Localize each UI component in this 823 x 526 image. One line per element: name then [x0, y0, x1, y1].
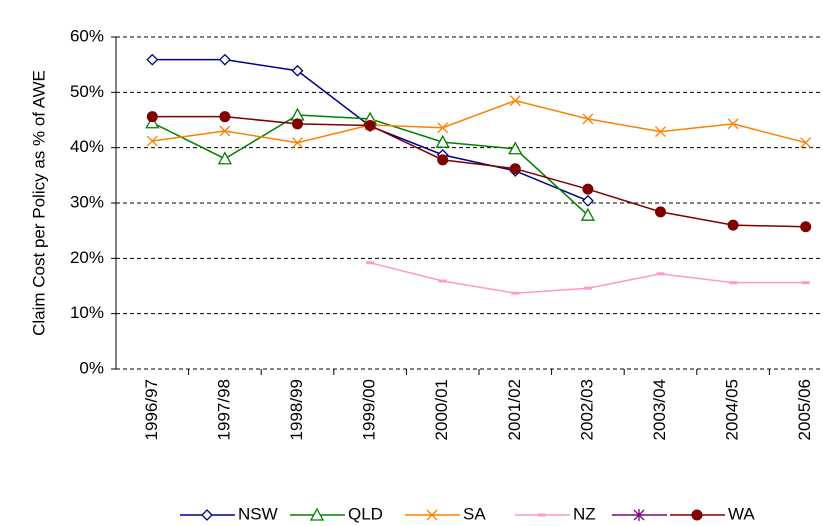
y-tick-label: 30%: [70, 192, 104, 211]
data-point: [146, 111, 158, 123]
data-point: [435, 134, 450, 148]
y-tick-label: 20%: [70, 248, 104, 267]
y-tick-label: 0%: [79, 358, 104, 377]
data-point: [217, 151, 232, 165]
marker-shape: [727, 219, 739, 231]
marker-shape: [146, 111, 158, 123]
marker-shape: [145, 115, 160, 129]
x-tick-label: 1996/97: [142, 379, 161, 440]
data-point: [219, 125, 231, 137]
data-point: [727, 118, 739, 130]
data-point: [292, 118, 303, 130]
y-tick-label: 10%: [70, 303, 104, 322]
data-point: [364, 120, 376, 132]
data-point: [291, 64, 304, 77]
marker-shape: [655, 206, 666, 218]
data-point: [146, 53, 159, 66]
data-point: [219, 111, 231, 123]
marker-shape: [292, 137, 303, 149]
data-point: [727, 219, 739, 231]
data-point: [655, 126, 666, 138]
legend-marker: [633, 509, 645, 521]
legend-marker: [309, 507, 325, 521]
y-tick-label: 50%: [70, 82, 104, 101]
marker-shape: [800, 137, 812, 149]
data-point: [655, 206, 666, 218]
x-tick-label: 2002/03: [577, 379, 596, 440]
data-point: [800, 221, 812, 233]
marker-shape: [426, 509, 438, 521]
data-point: [580, 207, 595, 221]
marker-shape: [437, 154, 449, 166]
data-point: [509, 95, 521, 107]
data-point: [218, 53, 231, 66]
marker-shape: [581, 194, 594, 207]
data-point: [582, 113, 594, 125]
data-point: [437, 122, 449, 134]
data-point: [581, 194, 594, 207]
series-line: [152, 99, 806, 144]
marker-shape: [727, 118, 739, 130]
marker-shape: [146, 53, 159, 66]
x-tick-label: 2000/01: [432, 379, 451, 440]
marker-shape: [364, 120, 376, 132]
legend-label: NSW: [238, 504, 278, 523]
marker-shape: [435, 134, 450, 148]
x-tick-label: 1999/00: [360, 379, 379, 440]
legend-marker: [426, 509, 438, 521]
series-line: [152, 115, 806, 228]
marker-shape: [633, 509, 645, 521]
marker-shape: [509, 95, 521, 107]
legend-marker: [201, 509, 213, 521]
legend-label: WA: [728, 504, 755, 523]
data-point: [437, 154, 449, 166]
marker-shape: [201, 509, 213, 521]
data-point: [582, 183, 594, 195]
marker-shape: [218, 53, 231, 66]
x-tick-label: 1997/98: [214, 379, 233, 440]
marker-shape: [217, 151, 232, 165]
marker-shape: [580, 207, 595, 221]
data-point: [292, 137, 303, 149]
marker-shape: [291, 64, 304, 77]
marker-shape: [219, 125, 231, 137]
marker-shape: [292, 118, 303, 130]
marker-shape: [219, 111, 231, 123]
legend-label: NZ: [573, 504, 596, 523]
y-tick-label: 40%: [70, 137, 104, 156]
marker-shape: [582, 113, 594, 125]
x-tick-label: 2001/02: [505, 379, 524, 440]
data-point: [508, 141, 523, 155]
data-point: [146, 135, 158, 147]
data-point: [509, 163, 521, 175]
marker-shape: [437, 122, 449, 134]
x-tick-label: 2005/06: [795, 379, 814, 440]
marker-shape: [509, 163, 521, 175]
x-tick-label: 1998/99: [287, 379, 306, 440]
marker-shape: [655, 126, 666, 138]
marker-shape: [582, 183, 594, 195]
y-axis-label: Claim Cost per Policy as % of AWE: [29, 70, 48, 336]
marker-shape: [800, 221, 812, 233]
y-tick-label: 60%: [70, 26, 104, 45]
legend-label: SA: [463, 504, 486, 523]
marker-shape: [146, 135, 158, 147]
x-tick-label: 2004/05: [723, 379, 742, 440]
marker-shape: [691, 509, 703, 521]
data-point: [145, 115, 160, 129]
x-tick-label: 2003/04: [650, 379, 669, 440]
marker-shape: [508, 141, 523, 155]
legend-label: QLD: [348, 504, 383, 523]
data-point: [800, 137, 812, 149]
legend-marker: [691, 509, 703, 521]
marker-shape: [309, 507, 325, 521]
